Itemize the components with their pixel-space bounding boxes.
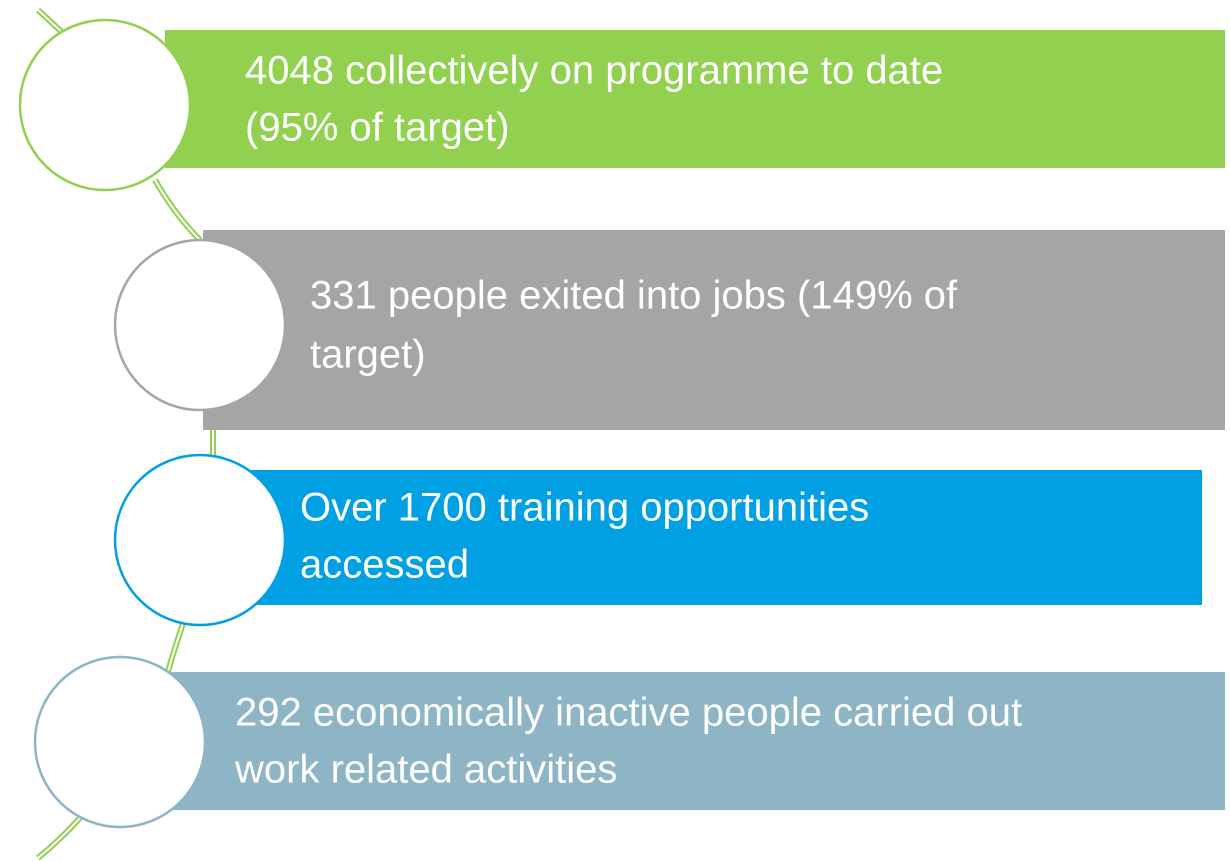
item-text: 292 economically inactive people carried… [235,691,1022,735]
item-text: 331 people exited into jobs (149% of [310,274,958,318]
item-box [203,230,1225,430]
connector [152,178,203,243]
connector [37,817,81,859]
item: 331 people exited into jobs (149% of tar… [113,230,1225,430]
item-text: accessed [300,543,469,587]
item-box [165,30,1225,168]
item-text: 4048 collectively on programme to date [245,49,943,93]
item-box [160,672,1225,810]
item-text: target) [310,333,426,377]
item-box [240,470,1202,605]
item-circle [113,453,287,627]
item-circle [113,238,287,412]
item-text: work related activities [234,748,617,792]
item: 4048 collectively on programme to date (… [18,18,1225,192]
connector [154,179,201,241]
item: 292 economically inactive people carried… [33,655,1225,829]
item-circle [33,655,207,829]
item: Over 1700 training opportunities accesse… [113,453,1202,627]
item-text: Over 1700 training opportunities [300,486,869,530]
item-text: (95% of target) [245,106,510,150]
item-circle [18,18,192,192]
